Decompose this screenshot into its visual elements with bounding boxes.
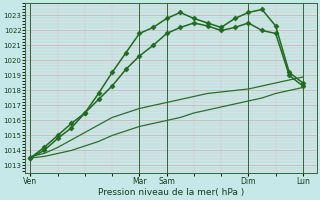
X-axis label: Pression niveau de la mer( hPa ): Pression niveau de la mer( hPa ) [98, 188, 244, 197]
